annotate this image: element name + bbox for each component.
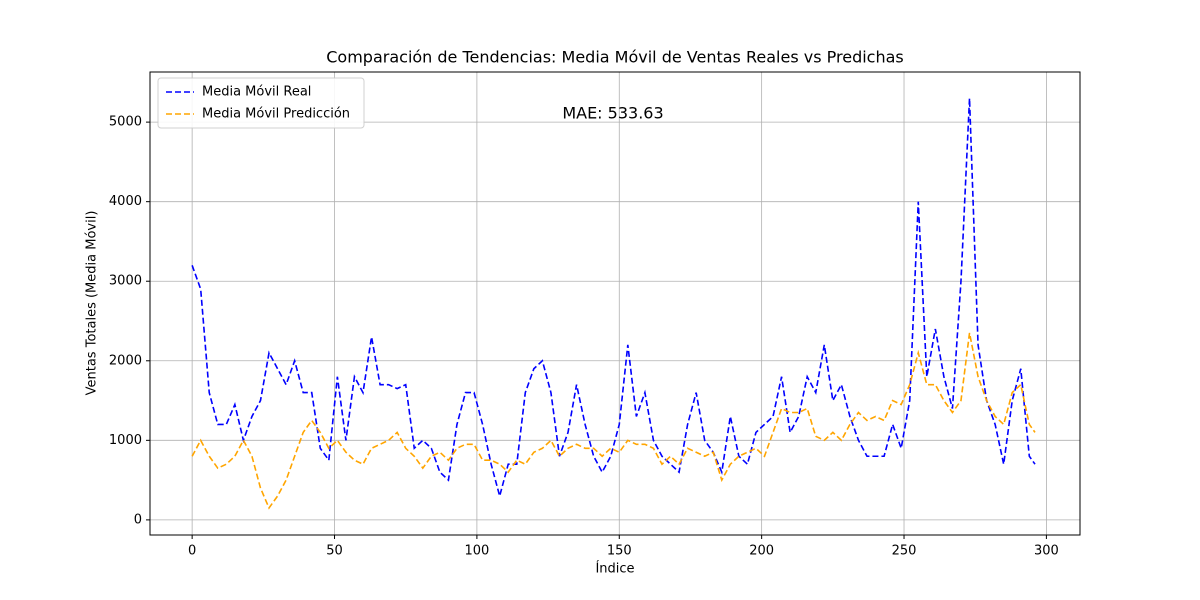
legend-label: Media Móvil Real — [202, 85, 311, 100]
x-tick-label: 200 — [749, 544, 774, 559]
x-tick-label: 250 — [892, 544, 917, 559]
x-tick-label: 0 — [188, 544, 196, 559]
y-axis-label: Ventas Totales (Media Móvil) — [85, 211, 100, 396]
y-tick-label: 5000 — [109, 115, 142, 130]
x-tick-label: 300 — [1034, 544, 1059, 559]
y-tick-label: 3000 — [109, 274, 142, 289]
y-tick-label: 0 — [134, 512, 142, 527]
data-line — [191, 332, 1036, 510]
y-tick-label: 2000 — [109, 353, 142, 368]
y-tick-label: 4000 — [109, 194, 142, 209]
x-tick-label: 100 — [464, 544, 489, 559]
x-tick-label: 50 — [326, 544, 343, 559]
annotation: MAE: 533.63 — [562, 104, 663, 123]
x-tick-label: 150 — [607, 544, 632, 559]
legend-box — [157, 77, 365, 129]
x-axis-label: Índice — [595, 561, 634, 577]
y-tick-label: 1000 — [109, 433, 142, 448]
plot-frame — [149, 71, 1081, 536]
legend: Media Móvil Real Media Móvil Predicción — [157, 77, 365, 129]
chart-title: Comparación de Tendencias: Media Móvil d… — [326, 48, 904, 67]
data-line — [191, 98, 1036, 500]
legend-label: Media Móvil Predicción — [202, 107, 350, 122]
